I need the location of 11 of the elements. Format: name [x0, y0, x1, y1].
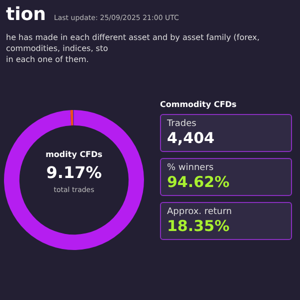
text: Approx. return	[167, 207, 233, 217]
text: 94.62%	[167, 173, 230, 191]
text: 18.35%	[167, 217, 230, 235]
text: in each one of them.	[6, 54, 90, 65]
text: Commodity CFDs	[160, 100, 238, 109]
text: 4,404	[167, 129, 216, 147]
chart-title: tion	[6, 4, 46, 25]
text: 9.17%	[45, 163, 103, 182]
text: % winners	[167, 163, 215, 173]
text: modity CFDs	[44, 150, 104, 159]
text: Trades	[167, 119, 198, 129]
